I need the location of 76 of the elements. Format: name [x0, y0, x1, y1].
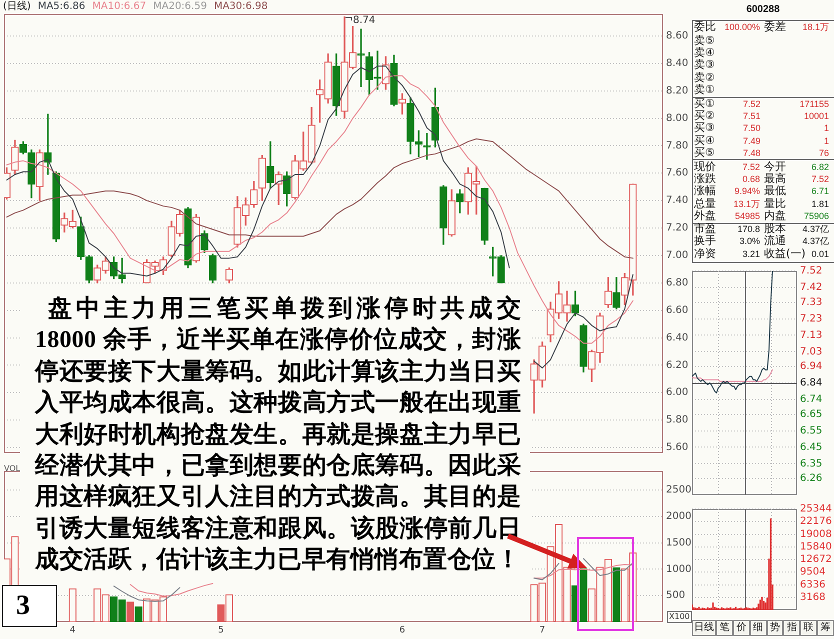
y-tick-label: 7.40 — [666, 195, 688, 206]
text: 卖⑤ — [694, 34, 715, 47]
y-tick-label: 6.45 — [800, 442, 822, 453]
y-tick-label: 7.20 — [666, 222, 688, 234]
text: 600288 — [745, 4, 781, 16]
y-tick-label: 6336 — [800, 579, 826, 590]
y-tick-label: 5.60 — [666, 442, 688, 454]
y-tick-label: 8.40 — [666, 58, 688, 69]
y-tick-label: 9504 — [800, 566, 826, 578]
y-tick-label: 6.60 — [666, 304, 688, 316]
y-tick-label: 1500 — [666, 537, 692, 548]
y-tick-label: 6.65 — [800, 408, 822, 420]
y-tick-label: 7.52 — [800, 266, 822, 277]
text: MA20:6.59 — [153, 1, 207, 12]
y-tick-label: 7.23 — [800, 313, 822, 324]
y-tick-label: 6.40 — [666, 332, 688, 344]
text: 卖① — [694, 83, 715, 97]
text: 买⑤ 7.48 76 — [694, 146, 829, 159]
y-tick-label: 12672 — [800, 554, 832, 566]
text: 现价 7.52 今开 6.82 — [694, 160, 829, 173]
y-tick-label: 5.80 — [666, 414, 688, 426]
y-tick-label: 3168 — [800, 592, 826, 603]
y-tick-label: 6.74 — [800, 394, 822, 406]
text: 委比 100.00% 委差 18.1万 — [694, 20, 829, 33]
y-tick-label: 6.80 — [666, 277, 688, 288]
x-tick-label: 6 — [399, 626, 406, 636]
text: MA10:6.67 — [92, 1, 146, 12]
text: 卖④ — [694, 46, 715, 59]
y-tick-label: 2500 — [666, 484, 692, 496]
annotation: 8.74 — [353, 15, 376, 26]
y-tick-label: 6.84 — [800, 378, 822, 389]
label-frame: 3 — [2, 585, 57, 627]
y-tick-label: 7.60 — [666, 168, 688, 179]
text: 总量 13.1万 量比 1.81 — [694, 197, 829, 210]
x-tick-label: 7 — [539, 626, 546, 636]
y-tick-label: 6.00 — [666, 387, 688, 398]
y-tick-label: 500 — [666, 590, 686, 602]
text: 卖③ — [694, 58, 715, 72]
x-tick-label: 5 — [218, 626, 224, 636]
text: 买② 7.51 10001 — [694, 109, 829, 122]
y-tick-label: 7.13 — [800, 330, 822, 341]
text: 涨幅 9.94% 最低 6.71 — [694, 184, 829, 197]
y-tick-label: 6.20 — [666, 360, 688, 371]
y-tick-label: 6.94 — [800, 361, 822, 372]
y-tick-label: 19008 — [800, 528, 832, 540]
text: 市盈 170.8 股本 4.37亿 — [694, 222, 829, 235]
y-tick-label: 25344 — [800, 504, 832, 515]
y-tick-label: 15840 — [800, 541, 832, 552]
y-tick-label: 7.33 — [800, 296, 822, 308]
y-tick-label: 6.55 — [800, 425, 822, 436]
text: 买④ 7.49 1 — [694, 134, 829, 147]
text: 净资 3.21 收益(一) 0.01 — [694, 247, 829, 260]
y-tick-label: 7.42 — [800, 282, 822, 294]
text: 外盘 54985 内盘 75906 — [694, 209, 829, 222]
y-axis-title: X100 — [667, 611, 692, 623]
y-tick-label: 2000 — [666, 511, 692, 522]
y-tick-label: 6.35 — [800, 458, 822, 470]
y-tick-label: 7.80 — [666, 140, 688, 152]
text: 买③ 7.50 1 — [694, 121, 829, 134]
y-tick-label: 1000 — [666, 564, 692, 575]
text: MA30:6.98 — [214, 1, 268, 12]
chart-title: VOL — [4, 464, 20, 473]
text: MA5:6.86 — [38, 1, 86, 12]
y-tick-label: 6.26 — [800, 473, 822, 484]
text: 卖② — [694, 71, 715, 84]
y-tick-label: 8.20 — [666, 85, 688, 96]
text: 涨跌 0.68 最高 7.52 — [694, 172, 829, 185]
y-tick-label: 8.60 — [666, 30, 688, 42]
text: 买① 7.52 171155 — [694, 97, 829, 110]
y-tick-label: 8.00 — [666, 112, 688, 124]
y-tick-label: 7.03 — [800, 346, 822, 358]
text: 换手 3.0% 流通 4.37亿 — [694, 234, 829, 247]
chart-title: (日线) — [3, 1, 31, 12]
y-tick-label: 7.00 — [666, 250, 688, 262]
y-tick-label: 22176 — [800, 516, 832, 528]
x-tick-label: 4 — [70, 626, 76, 636]
